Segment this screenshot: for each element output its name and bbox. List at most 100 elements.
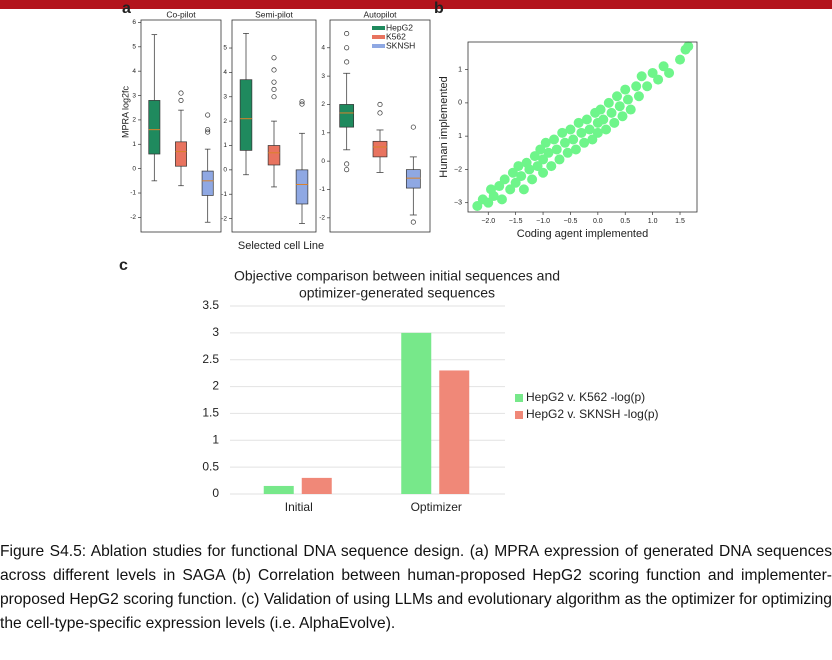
legend-label: K562 — [386, 31, 406, 41]
x-tick-label: Optimizer — [411, 500, 462, 514]
scatter-point — [540, 137, 551, 148]
scatter-point — [617, 111, 628, 122]
figure: a b c MPRA log2fc Selected cell Line Co-pi… — [0, 0, 832, 514]
scatter-point — [549, 134, 560, 145]
bar — [439, 370, 470, 494]
chart-title: optimizer-generated sequences — [299, 285, 495, 301]
scatter-point — [612, 91, 623, 102]
y-tick-label: 3 — [132, 92, 136, 99]
scatter-point — [510, 177, 521, 188]
outlier — [178, 90, 184, 96]
y-tick-label: 1.5 — [202, 406, 219, 420]
x-tick-label: −2.0 — [481, 218, 495, 225]
outlier — [344, 59, 350, 65]
x-tick-label: 0.0 — [593, 218, 603, 225]
outlier — [377, 110, 383, 116]
scatter-point — [592, 127, 603, 138]
scatter-point — [576, 127, 587, 138]
panel-title: Co-pilot — [166, 9, 196, 19]
x-tick-label: 0.5 — [620, 218, 630, 225]
scatter-point — [494, 181, 505, 192]
outlier — [271, 79, 277, 85]
y-tick-label: 4 — [132, 68, 136, 75]
legend-swatch — [372, 44, 385, 48]
legend-swatch — [515, 394, 523, 402]
x-tick-label: −0.5 — [564, 218, 578, 225]
y-tick-label: 1 — [212, 432, 219, 446]
scatter-point — [664, 67, 675, 78]
y-tick-label: −2 — [454, 166, 462, 173]
scatter-point — [524, 164, 535, 175]
scatter-point — [488, 191, 499, 202]
outlier — [344, 161, 350, 167]
x-axis-label: Selected cell Line — [238, 240, 324, 252]
scatter-point — [581, 114, 592, 125]
scatter-point — [505, 184, 516, 195]
scatter-point — [653, 74, 664, 85]
scatter-point — [606, 107, 617, 118]
y-tick-label: 0 — [458, 100, 462, 107]
bar — [401, 332, 432, 494]
scatter-point — [570, 144, 581, 155]
scatter-point — [683, 41, 694, 52]
y-tick-label: 0 — [132, 165, 136, 172]
y-tick-label: 5 — [223, 45, 227, 52]
panel-label: a — [122, 0, 131, 17]
scatter-point — [516, 171, 527, 182]
x-tick-label: 1.0 — [648, 218, 658, 225]
x-tick-label: −1.0 — [536, 218, 550, 225]
y-axis-label: MPRA log2fc — [120, 85, 130, 138]
scatter-point — [595, 104, 606, 115]
scatter-point — [518, 184, 529, 195]
scatter-point — [622, 94, 633, 105]
outlier — [205, 129, 211, 135]
chart-title: Objective comparison between initial seq… — [234, 268, 560, 284]
scatter-point — [636, 71, 647, 82]
outlier — [299, 99, 305, 105]
y-tick-label: -1 — [130, 190, 136, 197]
y-tick-label: -2 — [221, 215, 227, 222]
y-tick-label: 1 — [458, 66, 462, 73]
outlier — [377, 101, 383, 108]
x-axis-label: Coding agent implemented — [517, 228, 648, 240]
scatter-point — [568, 134, 579, 145]
scatter-point — [551, 144, 562, 155]
box — [372, 140, 388, 158]
legend-label: HepG2 v. SKNSH -log(p) — [526, 407, 659, 421]
legend-swatch — [372, 35, 385, 39]
scatter-point — [472, 201, 483, 212]
outlier — [344, 45, 350, 51]
scatter-point — [499, 174, 510, 185]
y-tick-label: 0 — [212, 486, 219, 500]
y-tick-label: 1 — [132, 141, 136, 148]
y-tick-label: 6 — [132, 19, 136, 26]
box — [175, 141, 187, 167]
scatter-point — [603, 97, 614, 108]
y-tick-label: 2.5 — [202, 352, 219, 366]
outlier — [271, 67, 277, 73]
scatter-point — [633, 91, 644, 102]
scatter-point — [584, 124, 595, 135]
y-tick-label: 4 — [223, 69, 227, 76]
scatter-point — [535, 144, 546, 155]
y-tick-label: 1 — [458, 133, 462, 140]
legend-swatch — [372, 26, 385, 30]
outlier — [344, 31, 350, 37]
x-tick-label: −1.5 — [509, 218, 523, 225]
y-tick-label: 2 — [223, 118, 227, 125]
y-tick-label: 2 — [321, 101, 325, 108]
x-tick-label: 1.5 — [675, 218, 685, 225]
legend-label: HepG2 v. K562 -log(p) — [526, 390, 645, 404]
scatter-point — [614, 101, 625, 112]
y-tick-label: 3 — [321, 73, 325, 80]
y-tick-label: 1 — [321, 130, 325, 137]
y-tick-label: -2 — [319, 215, 325, 222]
outlier — [178, 97, 184, 103]
scatter-point — [513, 161, 524, 172]
y-tick-label: 2 — [132, 117, 136, 124]
scatter-point — [529, 151, 540, 162]
scatter-point — [559, 137, 570, 148]
box — [148, 100, 161, 155]
box — [267, 145, 281, 166]
